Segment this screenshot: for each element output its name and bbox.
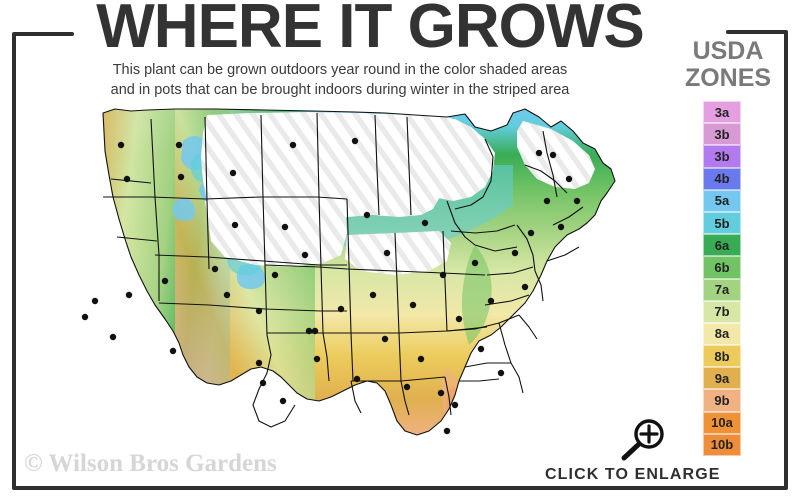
usda-zone-legend: 3a 3b 3b 4b 5a 5b 6a 6b 7a 7b 8a 8b 9a 9b 10a 10b bbox=[703, 101, 741, 456]
magnifier-plus-icon[interactable] bbox=[616, 418, 670, 462]
legend-heading: USDA ZONES bbox=[668, 38, 788, 92]
frame-border-right bbox=[784, 32, 788, 488]
zone-swatch-6b-7: 6b bbox=[703, 256, 741, 279]
zone-swatch-5b-5: 5b bbox=[703, 211, 741, 235]
city-markers bbox=[81, 137, 581, 435]
zone-swatch-5a-4: 5a bbox=[703, 189, 741, 212]
zone-swatch-10b-15: 10b bbox=[703, 433, 741, 456]
zone-swatch-3b-1: 3b bbox=[703, 123, 741, 146]
subtitle-line-2: and in pots that can be brought indoors … bbox=[110, 82, 570, 98]
legend-heading-zones: ZONES bbox=[684, 64, 772, 92]
zone-swatch-6a-6: 6a bbox=[703, 234, 741, 257]
zone-swatch-8b-11: 8b bbox=[703, 345, 741, 368]
frame-border-left bbox=[12, 34, 16, 490]
click-to-enlarge-label[interactable]: CLICK TO ENLARGE bbox=[545, 466, 721, 483]
zone-swatch-7a-8: 7a bbox=[703, 278, 741, 301]
legend-heading-usda: USDA bbox=[692, 37, 764, 65]
zone-swatch-4b-3: 4b bbox=[703, 167, 741, 190]
zone-swatch-9a-12: 9a bbox=[703, 367, 741, 390]
zone-swatch-7b-9: 7b bbox=[703, 300, 741, 323]
frame-border-top-right bbox=[726, 30, 788, 34]
zone-swatch-3b-2: 3b bbox=[703, 145, 741, 168]
state-boundaries bbox=[102, 108, 616, 436]
zone-swatch-10a-14: 10a bbox=[703, 411, 741, 434]
subtitle: This plant can be grown outdoors year ro… bbox=[30, 60, 650, 100]
zone-swatch-3a-0: 3a bbox=[703, 101, 741, 124]
frame-border-bottom bbox=[12, 486, 788, 490]
frame-border-top-left bbox=[12, 32, 74, 36]
page-title: WHERE IT GROWS bbox=[96, 0, 644, 61]
subtitle-line-1: This plant can be grown outdoors year ro… bbox=[112, 62, 568, 78]
zone-swatch-8a-10: 8a bbox=[703, 322, 741, 346]
watermark-copyright: © Wilson Bros Gardens bbox=[24, 450, 277, 477]
zone-swatch-9b-13: 9b bbox=[703, 389, 741, 412]
usda-hardiness-zone-map[interactable] bbox=[55, 105, 655, 460]
striped-overwinter-region bbox=[201, 112, 595, 275]
